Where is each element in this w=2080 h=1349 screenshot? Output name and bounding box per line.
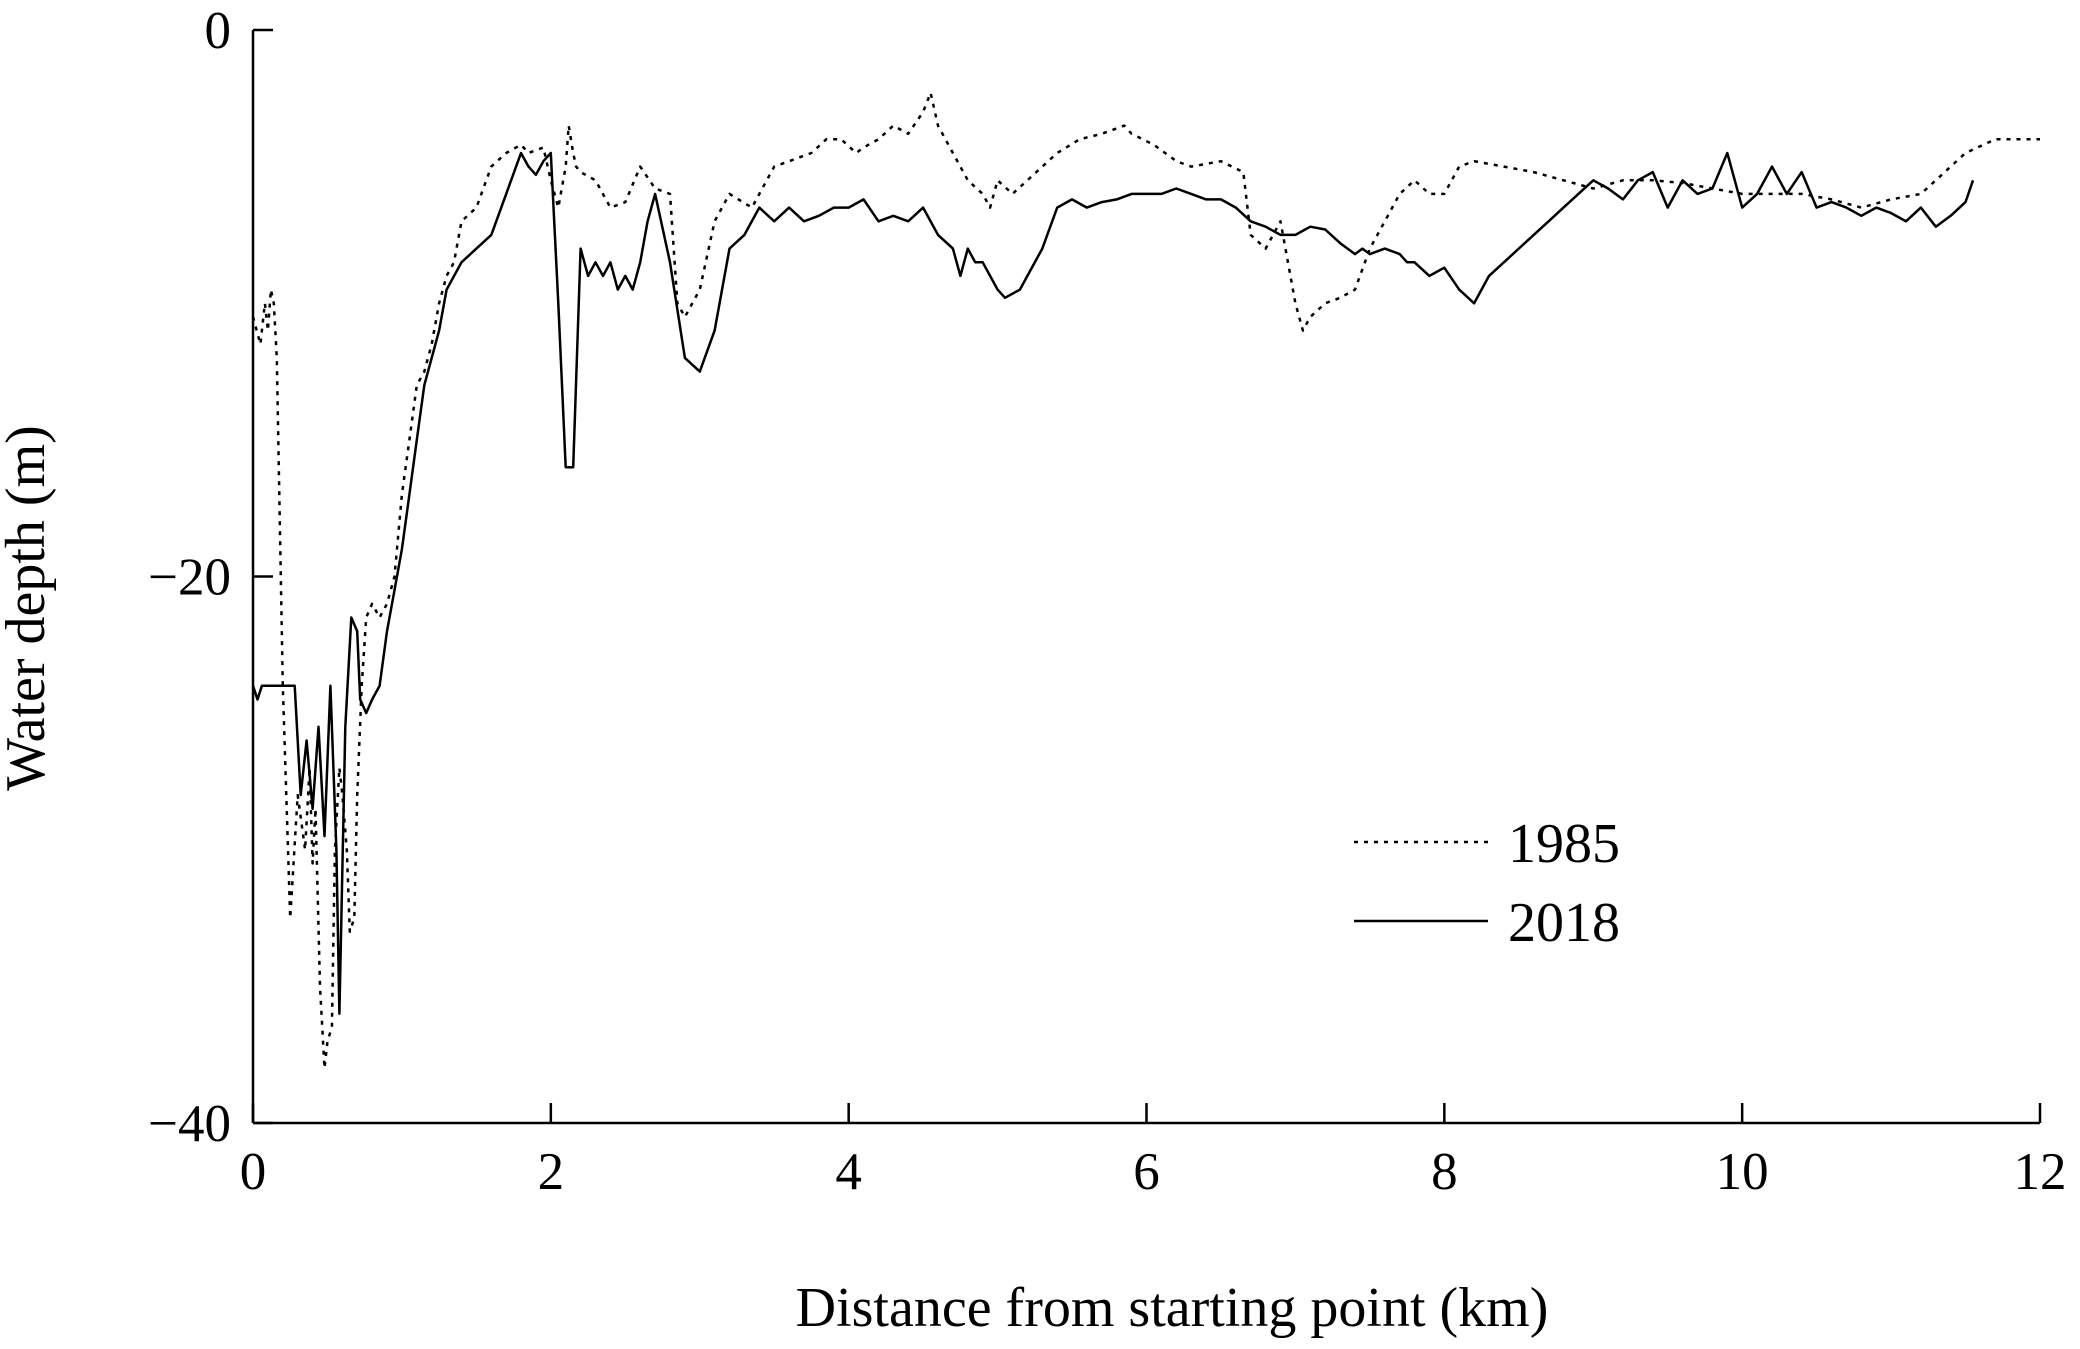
y-tick-label: −20 <box>148 549 231 607</box>
legend: 1985 2018 <box>1354 813 1620 954</box>
legend-label-2018: 2018 <box>1508 892 1620 954</box>
x-tick-label: 4 <box>835 1143 862 1201</box>
series-line-2018 <box>251 151 1975 1015</box>
x-tick-label: 8 <box>1431 1143 1458 1201</box>
series-line-1985 <box>251 91 2040 1070</box>
y-ticks: 0 −20 −40 <box>148 2 273 1153</box>
series-layer <box>251 91 2040 1070</box>
x-axis-title: Distance from starting point (km) <box>796 1277 1549 1339</box>
x-tick-label: 2 <box>538 1143 565 1201</box>
x-tick-label: 0 <box>240 1143 267 1201</box>
x-ticks: 0 2 4 6 8 10 12 <box>240 1103 2067 1201</box>
x-tick-label: 12 <box>2014 1143 2067 1201</box>
y-tick-label: −40 <box>148 1095 231 1153</box>
x-tick-label: 6 <box>1133 1143 1160 1201</box>
legend-label-1985: 1985 <box>1508 813 1620 875</box>
x-tick-label: 10 <box>1716 1143 1769 1201</box>
y-axis-title: Water depth (m) <box>0 425 57 791</box>
y-tick-label: 0 <box>205 2 232 60</box>
